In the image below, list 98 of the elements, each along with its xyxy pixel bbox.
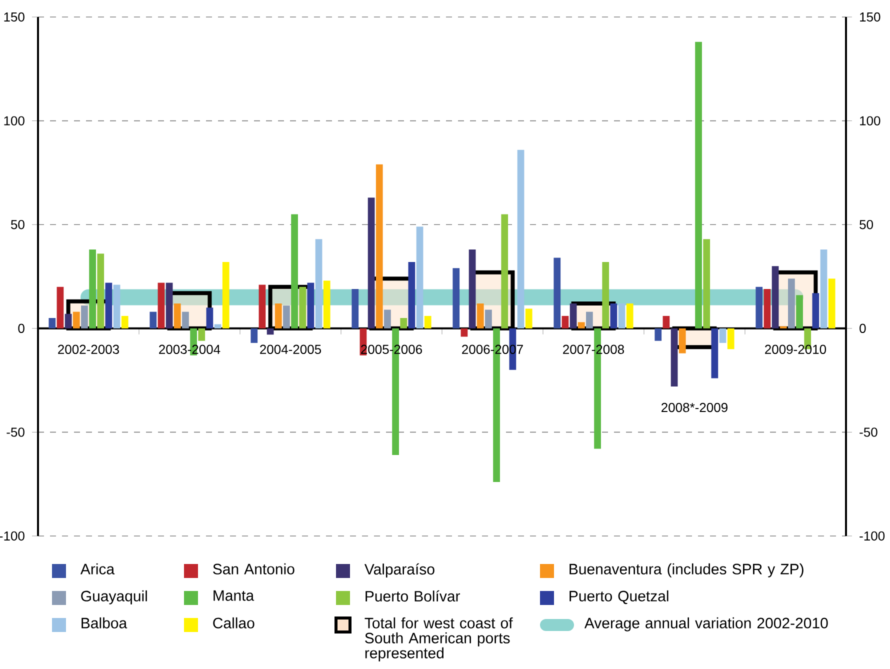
bar bbox=[299, 286, 306, 328]
y-tick-label: 50 bbox=[11, 220, 24, 230]
bar bbox=[198, 328, 206, 341]
legend-label: Total for west coast of South American ports represented bbox=[364, 617, 513, 662]
bar bbox=[258, 284, 266, 328]
bar bbox=[182, 312, 189, 328]
bar bbox=[554, 258, 561, 328]
bar bbox=[408, 262, 416, 328]
bar bbox=[501, 214, 508, 328]
bar bbox=[150, 312, 157, 328]
y-tick-label: 150 bbox=[4, 12, 24, 22]
bar bbox=[97, 254, 104, 328]
bar bbox=[772, 266, 779, 328]
bar bbox=[352, 288, 359, 328]
legend-label: Callao bbox=[213, 617, 254, 628]
bar bbox=[796, 295, 803, 328]
bar bbox=[400, 318, 408, 328]
bar bbox=[764, 288, 771, 328]
bar bbox=[828, 278, 836, 328]
bar bbox=[315, 239, 322, 328]
bar bbox=[618, 303, 626, 328]
bar bbox=[460, 328, 468, 337]
bar bbox=[525, 308, 532, 328]
bar bbox=[578, 322, 585, 328]
x-tick-label: 2002-2003 bbox=[58, 344, 119, 354]
bar bbox=[174, 303, 181, 328]
y2-tick-label: 150 bbox=[860, 12, 880, 22]
bar bbox=[812, 293, 820, 328]
bar bbox=[158, 282, 165, 328]
bar bbox=[602, 262, 610, 328]
y-tick-label: 0 bbox=[18, 324, 24, 333]
bar bbox=[662, 316, 670, 328]
bar bbox=[283, 306, 290, 328]
bar bbox=[570, 303, 577, 328]
bar bbox=[72, 312, 80, 328]
y-tick-label: 100 bbox=[4, 116, 24, 126]
y2-tick-label: 0 bbox=[860, 324, 866, 333]
bar bbox=[113, 284, 120, 328]
bar bbox=[719, 328, 726, 343]
bar bbox=[89, 250, 96, 328]
legend-label: Guayaquil bbox=[81, 590, 147, 604]
bar bbox=[711, 328, 718, 378]
legend-label: Arica bbox=[80, 563, 115, 574]
bar bbox=[670, 328, 678, 387]
bar bbox=[368, 198, 375, 328]
bar bbox=[695, 42, 702, 328]
legend-label: Manta bbox=[214, 590, 254, 601]
bar bbox=[820, 250, 828, 328]
legend-label: Puerto Bolívar bbox=[366, 590, 460, 602]
legend-label: Buenaventura (includes SPR y ZP) bbox=[570, 563, 804, 578]
bar bbox=[323, 280, 330, 328]
y2-tick-label: -50 bbox=[860, 428, 878, 437]
y2-tick-label: -100 bbox=[860, 531, 885, 541]
bar bbox=[452, 268, 460, 328]
bar bbox=[384, 310, 391, 328]
bar bbox=[250, 328, 258, 343]
bar bbox=[105, 282, 112, 328]
legend-label: San Antonio bbox=[213, 563, 294, 574]
bar bbox=[214, 324, 222, 328]
bar bbox=[274, 303, 282, 328]
bar bbox=[468, 250, 476, 328]
legend-label: Balboa bbox=[82, 617, 128, 628]
bar bbox=[266, 328, 274, 335]
bar bbox=[291, 214, 298, 328]
y2-tick-label: 100 bbox=[860, 116, 880, 126]
bar bbox=[376, 164, 383, 328]
legend-label: Valparaíso bbox=[364, 563, 434, 578]
bar bbox=[424, 316, 432, 328]
bar bbox=[64, 314, 72, 328]
bar bbox=[476, 303, 484, 328]
bar bbox=[703, 239, 710, 328]
bar bbox=[81, 306, 88, 328]
bar bbox=[307, 282, 314, 328]
bar bbox=[56, 286, 64, 328]
legend-label: Average annual variation 2002-2010 bbox=[584, 617, 828, 632]
bar bbox=[222, 262, 230, 328]
bar bbox=[610, 303, 618, 328]
bar bbox=[788, 278, 795, 328]
y2-tick-label: 50 bbox=[860, 220, 874, 230]
bar bbox=[562, 316, 569, 328]
legend-label: Puerto Quetzal bbox=[570, 590, 668, 604]
x-tick-label: 2004-2005 bbox=[260, 344, 322, 354]
bar bbox=[166, 282, 173, 328]
bar bbox=[626, 303, 634, 328]
bar bbox=[485, 310, 492, 328]
bar bbox=[121, 316, 128, 328]
bar bbox=[48, 318, 56, 328]
bar bbox=[586, 312, 593, 328]
x-tick-label: 2009-2010 bbox=[765, 344, 826, 354]
y-tick-label: -50 bbox=[6, 428, 24, 437]
bar bbox=[654, 328, 662, 341]
bar bbox=[678, 328, 686, 354]
bar bbox=[416, 226, 424, 328]
bar bbox=[727, 328, 734, 350]
bar bbox=[756, 286, 763, 328]
bar bbox=[206, 308, 214, 328]
x-tick-label: 2008*-2009 bbox=[662, 402, 728, 412]
bar bbox=[517, 150, 524, 328]
